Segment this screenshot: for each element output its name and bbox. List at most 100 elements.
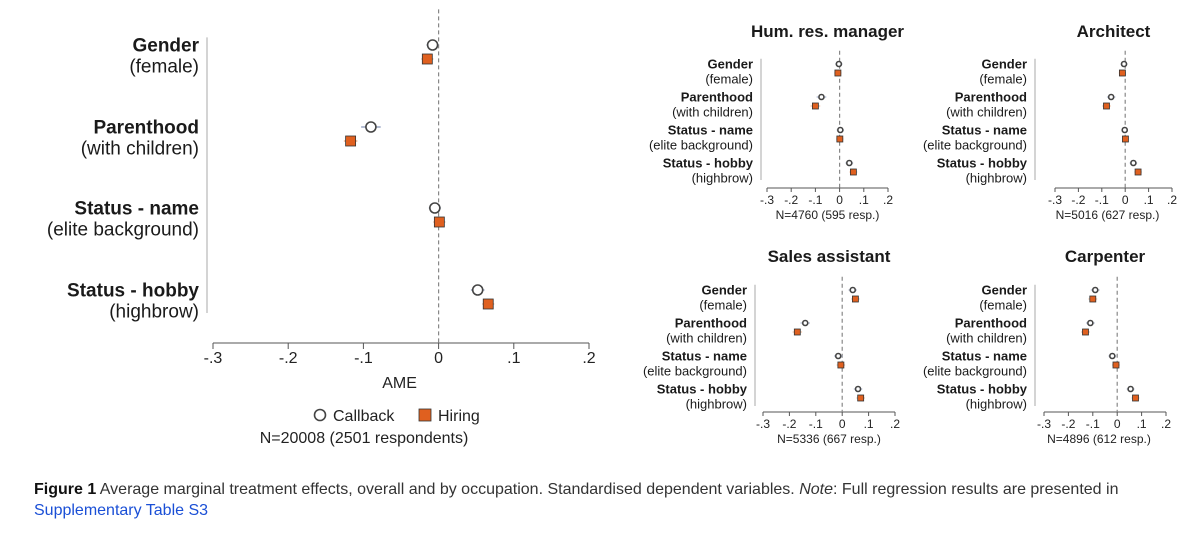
category-label: Status - name [942, 349, 1027, 364]
x-tick-label: -.3 [760, 193, 774, 207]
category-sublabel: (elite background) [643, 364, 747, 379]
x-tick-label: .2 [890, 417, 900, 431]
callback-point [1121, 126, 1129, 134]
callback-point [426, 39, 439, 51]
category-label: Gender [707, 57, 753, 72]
hiring-point [1122, 135, 1129, 143]
hiring-point [849, 168, 857, 176]
panel-title: Carpenter [1065, 247, 1146, 266]
x-tick-label: 0 [1122, 193, 1129, 207]
x-tick-label: .2 [1167, 193, 1177, 207]
x-tick-label: -.3 [1037, 417, 1051, 431]
sample-size-label: N=20008 (2501 respondents) [260, 430, 469, 447]
supplementary-table-link[interactable]: Supplementary Table S3 [34, 502, 209, 519]
callback-point [854, 385, 862, 393]
panel-architect: Architect -.3 -.2 -.1 0 .1 .2 N=5016 (627 resp.… [923, 22, 1177, 222]
category-sublabel: (with children) [672, 105, 753, 120]
hiring-point [433, 216, 445, 228]
x-tick-label: -.3 [756, 417, 770, 431]
figure-label: Figure 1 [34, 481, 97, 498]
hiring-point [812, 102, 819, 110]
callback-point [365, 121, 377, 133]
hiring-point [837, 361, 845, 369]
category-label: Status - name [668, 123, 753, 138]
category-sublabel: (highbrow) [686, 397, 747, 412]
callback-point [818, 93, 825, 101]
category-label: Status - hobby [663, 156, 754, 171]
category-label: Status - hobby [937, 156, 1028, 171]
figure-canvas: -.3 -.2 -.1 0 .1 .2 AME N=20008 (2501 responden… [47, 9, 1177, 447]
hiring-point [793, 328, 801, 336]
category-label: Status - name [942, 123, 1027, 138]
x-tick-label: -.2 [1071, 193, 1085, 207]
legend-hiring-label: Hiring [438, 408, 480, 425]
category-sublabel: (female) [979, 72, 1027, 87]
category-sublabel: (elite background) [923, 138, 1027, 153]
sample-size-label: N=4896 (612 resp.) [1047, 432, 1151, 446]
callback-point [1127, 385, 1134, 393]
category-sublabel: (elite background) [649, 138, 753, 153]
legend-callback-marker [313, 408, 327, 422]
category-label: Parenthood [93, 118, 199, 139]
x-tick-label: -.2 [782, 417, 796, 431]
hiring-point [345, 135, 357, 147]
x-tick-label: .2 [883, 193, 893, 207]
x-tick-label: .2 [582, 350, 595, 367]
category-sublabel: (female) [979, 298, 1027, 313]
category-label: Gender [981, 283, 1027, 298]
category-sublabel: (with children) [666, 331, 747, 346]
category-sublabel: (elite background) [47, 220, 199, 241]
sample-size-label: N=4760 (595 resp.) [776, 208, 880, 222]
x-tick-label: .2 [1161, 417, 1171, 431]
x-tick-label: -.3 [204, 350, 223, 367]
x-tick-label: .1 [864, 417, 874, 431]
callback-point [837, 126, 844, 134]
hiring-point [1112, 361, 1120, 369]
category-label: Parenthood [675, 316, 747, 331]
hiring-point [1132, 394, 1139, 402]
x-tick-label: 0 [1114, 417, 1121, 431]
panel-carpenter: Carpenter -.3 -.2 -.1 0 .1 .2 N=4896 (612 resp.… [923, 247, 1171, 446]
category-label: Status - hobby [67, 281, 199, 302]
callback-point [845, 159, 853, 167]
caption-text-1: Average marginal treatment effects, over… [96, 481, 800, 498]
callback-point [1087, 319, 1094, 327]
category-sublabel: (highbrow) [966, 397, 1027, 412]
x-tick-label: 0 [434, 350, 443, 367]
panel-title: Sales assistant [768, 247, 891, 266]
category-label: Status - name [662, 349, 747, 364]
x-tick-label: -.1 [808, 193, 822, 207]
category-sublabel: (with children) [946, 331, 1027, 346]
hiring-point [834, 69, 842, 77]
category-sublabel: (with children) [946, 105, 1027, 120]
hiring-point [1089, 295, 1097, 303]
category-label: Status - hobby [937, 382, 1028, 397]
category-sublabel: (highbrow) [109, 302, 199, 323]
legend: Callback Hiring [313, 408, 480, 425]
sample-size-label: N=5016 (627 resp.) [1056, 208, 1160, 222]
hiring-point [857, 394, 865, 402]
callback-point [801, 319, 809, 327]
panel-title: Hum. res. manager [751, 22, 904, 41]
x-tick-label: 0 [839, 417, 846, 431]
hiring-point [852, 295, 859, 303]
hiring-point [1082, 328, 1089, 336]
category-label: Status - hobby [657, 382, 748, 397]
caption-note-label: Note [799, 481, 833, 498]
x-tick-label: .1 [1137, 417, 1147, 431]
category-label: Parenthood [955, 90, 1027, 105]
x-tick-label: -.1 [809, 417, 823, 431]
x-tick-label: -.1 [1086, 417, 1100, 431]
figure-caption: Figure 1 Average marginal treatment effe… [34, 479, 1174, 521]
legend-hiring-marker [418, 408, 432, 422]
category-sublabel: (with children) [81, 139, 199, 160]
category-label: Parenthood [955, 316, 1027, 331]
callback-point [429, 202, 441, 214]
callback-point [471, 284, 484, 296]
legend-callback-label: Callback [333, 408, 395, 425]
callback-point [1109, 352, 1116, 360]
caption-text-2: : Full regression results are presented … [833, 481, 1119, 498]
x-axis-label: AME [382, 375, 417, 392]
panel-sales-assistant: Sales assistant -.3 -.2 -.1 0 .1 .2 N=5336 (667… [643, 247, 900, 446]
x-tick-label: -.2 [279, 350, 298, 367]
